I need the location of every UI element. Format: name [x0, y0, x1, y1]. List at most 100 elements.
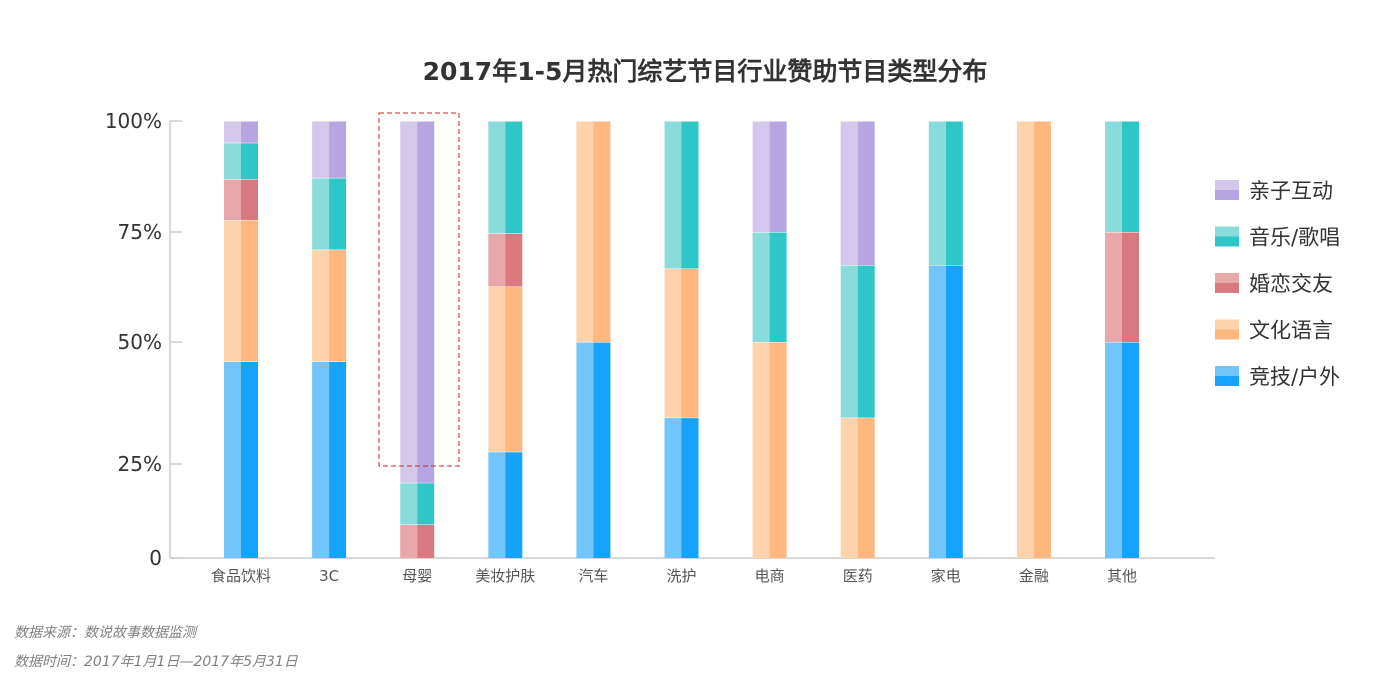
data-source-note: 数据来源：数说故事数据监测: [14, 625, 196, 641]
bar-segment: [505, 233, 523, 287]
x-category-label: 家电: [931, 567, 961, 585]
bar-segment: [400, 482, 418, 525]
x-category-label: 美妆护肤: [475, 567, 535, 585]
x-category-label: 食品饮料: [211, 567, 271, 585]
legend-swatch: [1215, 226, 1239, 237]
bar-segment: [576, 121, 594, 342]
bar-segment: [400, 524, 418, 558]
chart-title: 2017年1-5月热门综艺节目行业赞助节目类型分布: [422, 57, 988, 86]
legend-swatch: [1215, 366, 1239, 376]
legend-swatch: [1215, 273, 1239, 283]
legend-swatch: [1215, 329, 1239, 340]
bar-segment: [417, 121, 435, 483]
x-category-label: 洗护: [666, 567, 696, 585]
bar-segment: [329, 121, 347, 178]
legend-swatch: [1215, 190, 1239, 200]
bar-segment: [1105, 342, 1122, 558]
bar-segment: [664, 268, 682, 418]
legend-swatch: [1215, 236, 1239, 247]
legend-swatch: [1215, 319, 1239, 330]
x-category-label: 电商: [755, 567, 785, 585]
bar-segment: [505, 121, 523, 234]
legend-swatch: [1215, 283, 1239, 293]
bar-segment: [488, 451, 506, 558]
bar-segment: [945, 121, 963, 265]
bar-segment: [928, 121, 946, 265]
bar-segment: [488, 121, 506, 234]
y-tick-label: 50%: [118, 330, 162, 354]
plot-area: 0 25% 50% 75% 100% 食品饮料 3C 母婴 美妆护肤 汽车 洗护 电商 医药 家电 金融 其他: [105, 109, 1215, 585]
bar-segment: [241, 220, 258, 362]
bar-segment: [681, 417, 699, 558]
bar-segment: [681, 268, 699, 418]
x-category-label: 汽车: [578, 567, 608, 585]
bar-segment: [752, 121, 770, 232]
legend-swatch: [1215, 180, 1239, 190]
legend-label: 音乐/歌唱: [1249, 226, 1340, 250]
bar-segment: [681, 121, 699, 269]
bar-segment: [1105, 232, 1122, 342]
x-category-label: 母婴: [402, 567, 432, 585]
legend-swatch: [1215, 376, 1239, 386]
bar-segment: [769, 342, 787, 558]
bar-segment: [840, 121, 858, 265]
bar-segment: [769, 232, 787, 342]
bar-segment: [224, 220, 241, 362]
legend-label: 文化语言: [1249, 319, 1333, 343]
bar-segment: [664, 417, 682, 558]
bar-segment: [840, 417, 858, 558]
data-period-note: 数据时间：2017年1月1日—2017年5月31日: [14, 654, 298, 670]
bar-segment: [945, 265, 963, 558]
bar-segment: [1016, 121, 1034, 558]
y-tick-label: 0: [149, 546, 162, 570]
bar-segment: [1122, 342, 1139, 558]
bar-segment: [417, 524, 435, 558]
bar-segment: [1033, 121, 1051, 558]
bar-segment: [329, 361, 347, 558]
bar-segment: [752, 342, 770, 558]
x-category-label: 金融: [1019, 567, 1049, 585]
bar-segment: [488, 233, 506, 287]
y-tick-label: 25%: [118, 452, 162, 476]
bar-segment: [417, 482, 435, 525]
bar-segment: [1122, 232, 1139, 342]
bar-segment: [505, 451, 523, 558]
x-category-label: 3C: [319, 567, 339, 585]
bar-segment: [593, 121, 611, 342]
bar-segment: [488, 286, 506, 452]
bar-segment: [857, 121, 875, 265]
bar-segment: [400, 121, 418, 483]
bar-segment: [857, 417, 875, 558]
bar-segment: [241, 179, 258, 221]
bar-segment: [241, 121, 258, 143]
bar-segment: [224, 121, 241, 143]
highlight-box: [378, 112, 460, 467]
bar-segment: [1105, 121, 1122, 232]
bar-segment: [840, 265, 858, 418]
legend-label: 竞技/户外: [1249, 365, 1340, 389]
bar-segment: [576, 342, 594, 558]
legend-label: 婚恋交友: [1249, 272, 1333, 296]
bar-segment: [241, 142, 258, 180]
y-tick-label: 100%: [105, 109, 162, 133]
bar-segment: [312, 177, 330, 250]
bar-segment: [312, 121, 330, 178]
bar-segment: [664, 121, 682, 269]
bar-segment: [241, 361, 258, 558]
bar-segment: [224, 361, 241, 558]
legend-label: 亲子互动: [1249, 179, 1333, 203]
bar-segment: [329, 177, 347, 250]
bar-segment: [769, 121, 787, 232]
x-category-label: 医药: [843, 567, 873, 585]
bar-segment: [1122, 121, 1139, 232]
bar-segment: [857, 265, 875, 418]
bar-segment: [928, 265, 946, 558]
bar-segment: [329, 249, 347, 362]
y-tick-label: 75%: [118, 220, 162, 244]
bar-segment: [312, 361, 330, 558]
bar-segment: [505, 286, 523, 452]
bar-segment: [312, 249, 330, 362]
x-category-label: 其他: [1107, 567, 1137, 585]
